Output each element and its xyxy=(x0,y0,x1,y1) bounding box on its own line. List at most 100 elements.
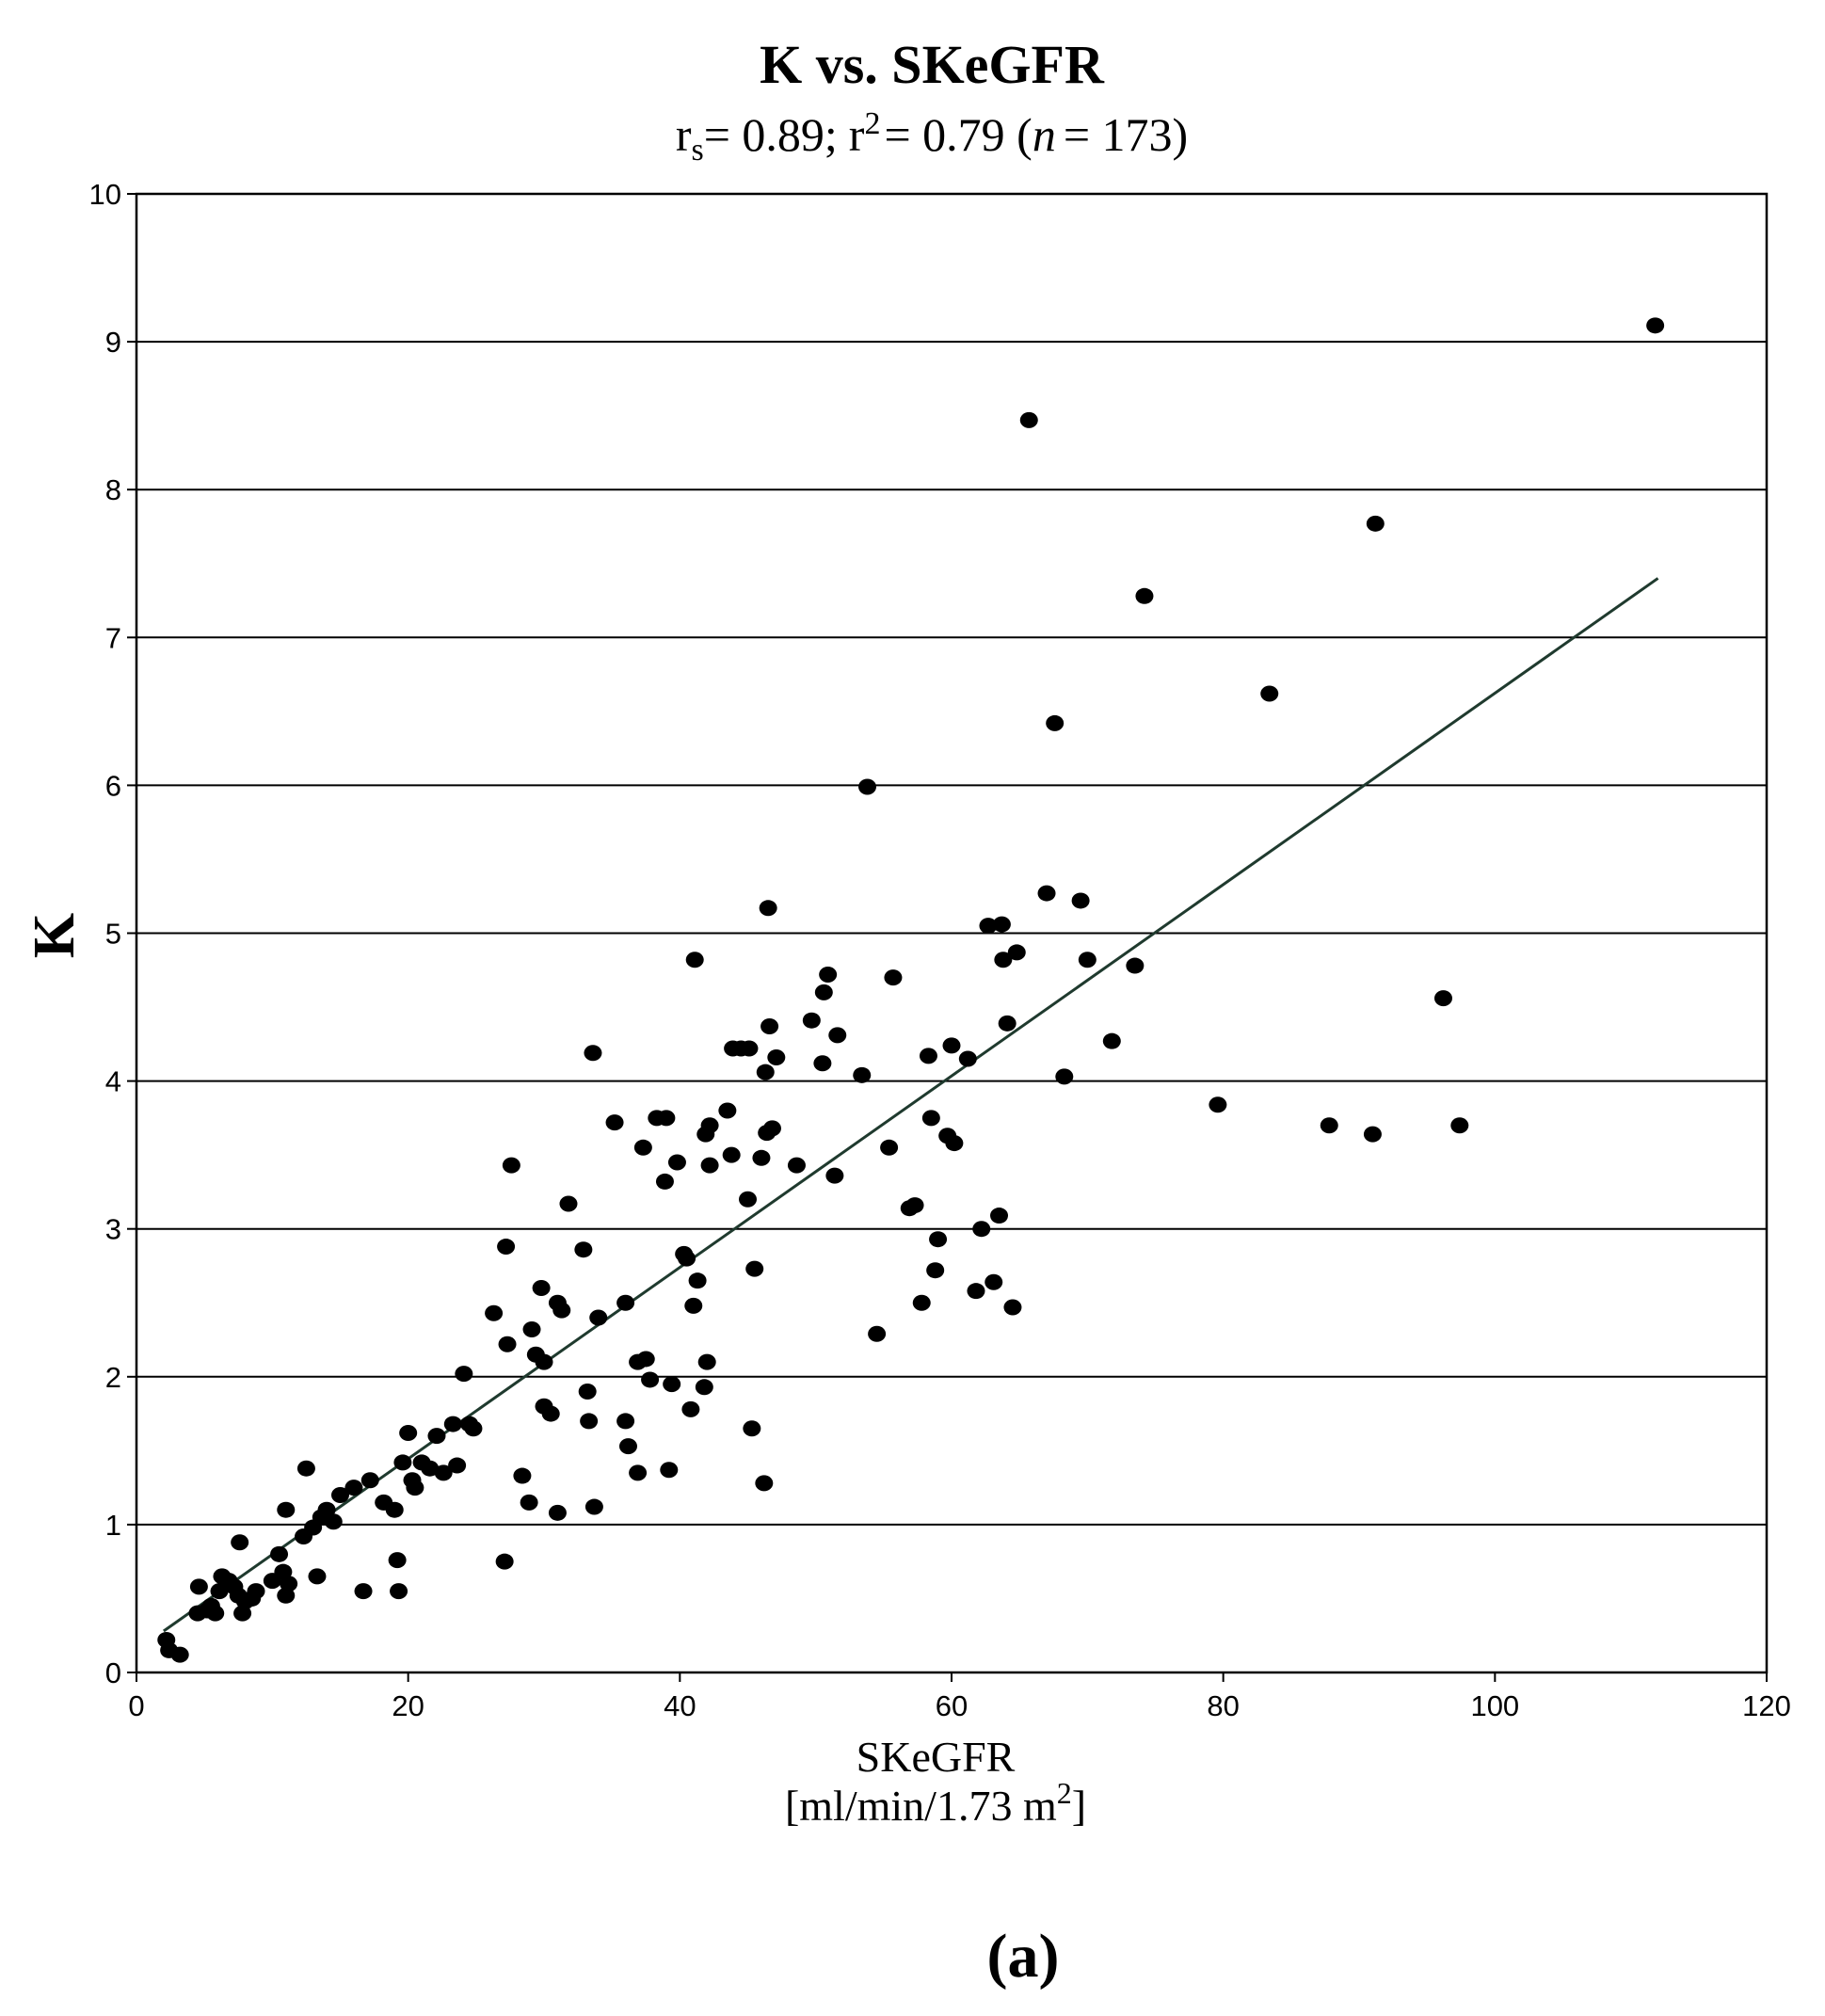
y-tick-label: 0 xyxy=(105,1656,121,1689)
data-point xyxy=(825,1167,844,1184)
data-point xyxy=(1055,1068,1074,1085)
data-point xyxy=(189,1578,208,1595)
data-point xyxy=(399,1424,418,1441)
r2-superscript: 2 xyxy=(864,106,880,141)
y-tick-label: 6 xyxy=(105,769,121,802)
data-point xyxy=(657,1110,676,1127)
data-point xyxy=(308,1568,327,1585)
data-point xyxy=(443,1416,462,1432)
data-point xyxy=(1078,952,1097,968)
data-point xyxy=(502,1157,520,1174)
data-point xyxy=(1450,1117,1469,1134)
data-point xyxy=(745,1260,764,1277)
data-point xyxy=(532,1280,551,1297)
chart-subtitle: rs= 0.89; r2= 0.79 (n = 173) xyxy=(676,106,1188,168)
data-point xyxy=(998,1015,1017,1032)
data-point xyxy=(942,1037,961,1054)
data-point xyxy=(1260,685,1279,702)
data-point xyxy=(905,1197,924,1214)
y-tick-label: 8 xyxy=(105,473,121,506)
data-point xyxy=(296,1460,315,1477)
data-point xyxy=(1363,1126,1382,1143)
data-point xyxy=(819,966,838,983)
data-point xyxy=(718,1102,737,1119)
data-point xyxy=(1209,1096,1227,1113)
data-point xyxy=(1135,587,1154,604)
data-point xyxy=(618,1438,637,1455)
data-point xyxy=(455,1366,473,1383)
data-point xyxy=(616,1294,635,1311)
data-point xyxy=(926,1262,945,1279)
x-tick-label: 120 xyxy=(1742,1689,1791,1722)
y-tick-label: 7 xyxy=(105,621,121,654)
data-point xyxy=(967,1283,985,1300)
data-point xyxy=(655,1173,674,1190)
data-point xyxy=(695,1379,713,1396)
y-axis-label: K xyxy=(23,913,87,958)
data-point xyxy=(992,916,1011,933)
data-point xyxy=(580,1413,599,1430)
y-tick-label: 5 xyxy=(105,918,121,951)
data-point xyxy=(743,1420,761,1437)
data-point xyxy=(979,918,998,935)
x-tick-label: 40 xyxy=(664,1689,696,1722)
r2-value: = 0.79 ( xyxy=(884,108,1032,161)
data-point xyxy=(578,1384,597,1400)
data-points xyxy=(157,317,1665,1663)
data-point xyxy=(667,1154,686,1171)
data-point xyxy=(589,1309,608,1326)
data-point xyxy=(559,1195,578,1212)
data-point xyxy=(990,1208,1009,1224)
data-point xyxy=(277,1501,296,1518)
y-tick-label: 1 xyxy=(105,1509,121,1542)
y-tick-label: 2 xyxy=(105,1361,121,1394)
y-tick-label: 9 xyxy=(105,326,121,359)
x-axis-label: SKeGFR xyxy=(856,1733,1016,1781)
data-point xyxy=(884,969,903,986)
rs-symbol: r xyxy=(676,108,692,161)
data-point xyxy=(880,1139,899,1156)
data-point xyxy=(535,1353,553,1370)
data-point xyxy=(247,1583,265,1600)
data-point xyxy=(393,1454,412,1471)
data-point xyxy=(317,1501,336,1518)
y-tick-label: 4 xyxy=(105,1065,121,1098)
data-point xyxy=(406,1480,424,1496)
data-point xyxy=(1046,714,1065,731)
data-point xyxy=(663,1376,681,1393)
data-point xyxy=(919,1048,937,1064)
data-point xyxy=(787,1157,806,1174)
rs-subscript: s xyxy=(691,133,703,168)
x-tick-label: 60 xyxy=(936,1689,968,1722)
data-point xyxy=(331,1486,349,1503)
data-point xyxy=(495,1553,514,1570)
x-unit-close: ] xyxy=(1072,1782,1086,1830)
data-point xyxy=(270,1545,289,1562)
n-symbol: n xyxy=(1033,108,1056,161)
data-point xyxy=(1071,892,1090,909)
data-point xyxy=(344,1480,363,1496)
data-point xyxy=(1366,515,1385,532)
data-point xyxy=(636,1351,655,1368)
data-point xyxy=(522,1321,541,1338)
data-point xyxy=(633,1139,652,1156)
x-tick-label: 20 xyxy=(392,1689,424,1722)
data-point xyxy=(1320,1117,1338,1134)
data-point xyxy=(700,1117,719,1134)
data-point xyxy=(681,1400,700,1417)
data-point xyxy=(814,984,833,1000)
data-point xyxy=(548,1504,567,1521)
data-point xyxy=(760,1017,779,1034)
data-point xyxy=(759,900,777,917)
data-point xyxy=(629,1464,648,1481)
data-point xyxy=(853,1066,872,1083)
data-point xyxy=(574,1241,593,1258)
data-point xyxy=(584,1045,602,1062)
data-point xyxy=(752,1149,771,1166)
data-point xyxy=(584,1498,603,1515)
data-point xyxy=(552,1302,571,1319)
data-point xyxy=(858,778,877,795)
y-tick-label: 10 xyxy=(89,178,121,211)
